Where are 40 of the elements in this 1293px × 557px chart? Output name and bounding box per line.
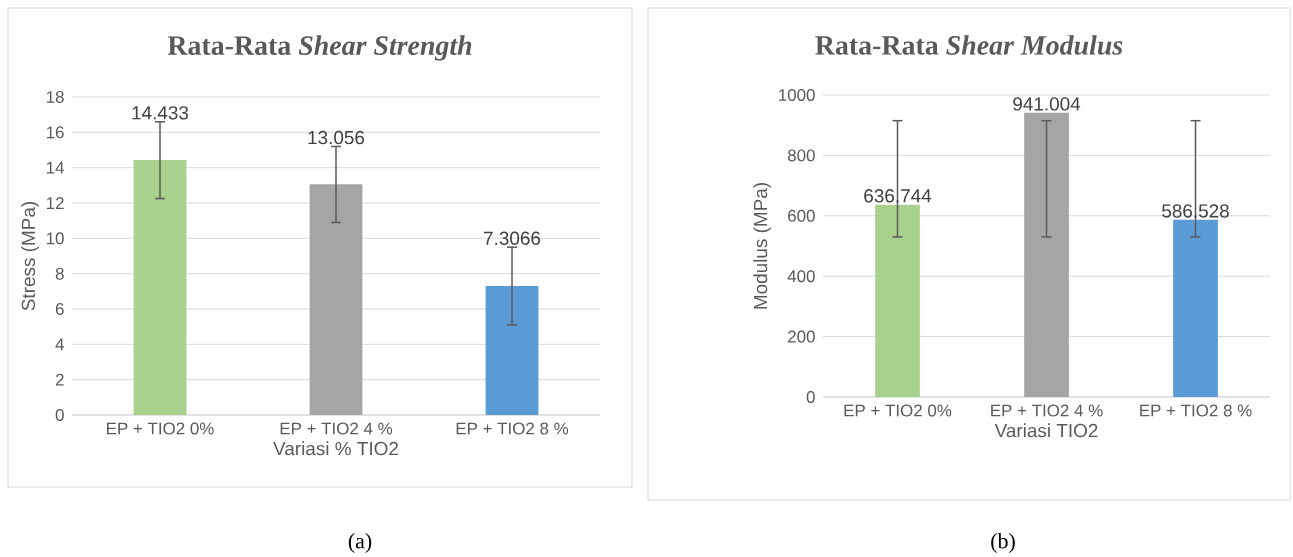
y-tick-label: 12: [46, 197, 64, 209]
y-tick-label: 0: [806, 391, 815, 403]
data-label: 7.3066: [484, 231, 541, 245]
y-axis-title: Stress (MPa): [21, 201, 39, 311]
bar: [875, 204, 920, 397]
y-tick-label: 600: [788, 209, 815, 222]
chart-title: Rata-Rata Shear Strength: [167, 35, 472, 61]
y-tick-label: 400: [787, 270, 815, 283]
x-tick-label: EP + TIO2 4 %: [280, 422, 393, 435]
y-tick-label: 6: [55, 303, 64, 315]
y-tick-label: 1000: [779, 89, 815, 101]
data-label: 14.433: [132, 106, 189, 120]
y-tick-label: 16: [46, 126, 64, 139]
x-axis-title: Variasi TIO2: [994, 423, 1098, 438]
y-axis-title: Modulus (MPa): [753, 183, 771, 309]
bar: [1024, 112, 1069, 397]
x-tick-label: EP + TIO2 8 %: [1140, 404, 1252, 417]
y-tick-label: 8: [55, 267, 64, 280]
bar: [309, 184, 363, 415]
data-label: 13.056: [308, 130, 365, 145]
text: (b): [991, 533, 1015, 553]
y-tick-label: 200: [788, 330, 815, 343]
y-tick-label: 10: [46, 232, 64, 245]
x-tick-label: EP + TIO2 8 %: [456, 422, 569, 435]
x-axis-title: Variasi % TIO2: [273, 441, 398, 456]
x-tick-label: EP + TIO2 0%: [844, 404, 952, 417]
text: (a): [348, 533, 372, 553]
x-tick-label: EP + TIO2 0%: [107, 422, 214, 435]
y-tick-label: 18: [46, 91, 64, 103]
bar: [485, 285, 539, 415]
bar: [1173, 219, 1218, 397]
y-tick-label: 0: [55, 409, 64, 421]
bar: [133, 160, 187, 415]
y-tick-label: 4: [55, 338, 64, 351]
y-tick-label: 14: [46, 161, 64, 174]
y-tick-label: 800: [787, 149, 815, 162]
y-tick-label: 2: [55, 373, 64, 386]
data-label: 941.004: [1013, 97, 1081, 111]
x-tick-label: EP + TIO2 4 %: [991, 404, 1103, 417]
chart-title: Rata-Rata Shear Modulus: [815, 35, 1123, 55]
